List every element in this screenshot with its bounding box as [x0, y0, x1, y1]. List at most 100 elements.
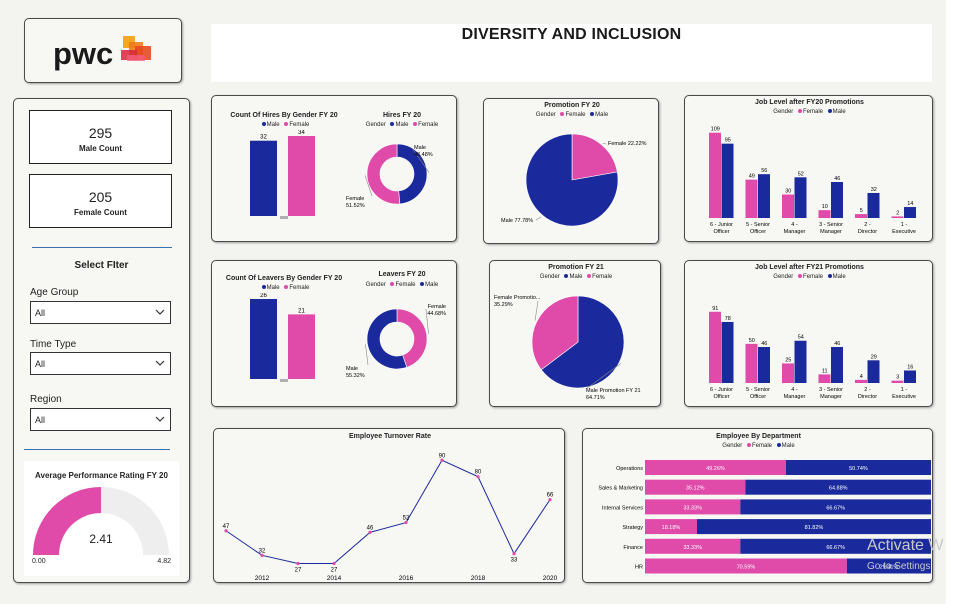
- segment-male: [696, 519, 931, 535]
- bar-data-label: 46: [834, 341, 840, 347]
- divider: [24, 449, 170, 450]
- dept-legend: Gender Female Male: [583, 443, 934, 449]
- segment-label: 33.33%: [683, 505, 702, 511]
- job20-title: Job Level after FY20 Promotions: [755, 99, 864, 106]
- gauge-title: Average Performance Rating FY 20: [35, 471, 168, 480]
- segment-label: 33.33%: [683, 545, 702, 551]
- slice-label: Male Promotion FY 21: [586, 388, 641, 394]
- slice-female: [571, 133, 618, 181]
- legend-male-label: Male: [569, 274, 583, 280]
- category-label: Director: [858, 394, 877, 400]
- filter-title: Select FIter: [74, 260, 129, 271]
- bar-data-label: 14: [907, 201, 913, 207]
- scroll-handle: [280, 216, 288, 219]
- category-label: Manager: [820, 229, 842, 235]
- point-label: 90: [439, 453, 446, 459]
- leader-line: [425, 308, 429, 334]
- dept-title: Employee By Department: [716, 433, 801, 440]
- bar-male: [794, 177, 807, 218]
- segment-male: [740, 538, 931, 554]
- category-label: Officer: [750, 394, 766, 400]
- dept-stacked-bar-chart: Operations 49.26% 50.74% Sales & Marketing 3…: [598, 460, 931, 574]
- bar-data-label: 10: [822, 204, 828, 210]
- slice-label: 64.71%: [586, 395, 605, 401]
- leader-line: [365, 344, 369, 366]
- activation-watermark: Activate W: [867, 537, 944, 554]
- legend-gender-label: Gender: [539, 274, 560, 280]
- data-point: [260, 553, 264, 557]
- slice-male: [525, 133, 619, 227]
- x-tick-label: 2012: [255, 575, 270, 582]
- bar-female: [709, 132, 721, 218]
- time-type-select[interactable]: All: [30, 352, 171, 375]
- slice-label: Male 77.78%: [501, 218, 533, 224]
- segment-label: 50.74%: [849, 466, 868, 472]
- segment-female: [645, 538, 741, 554]
- category-label: 3 - Senior: [819, 222, 843, 228]
- leader-line: [535, 216, 542, 221]
- bar-male: [794, 340, 807, 383]
- logo-text: pwc: [53, 36, 113, 71]
- leavers-card: Count Of Leavers By Gender FY 20 Male Fe…: [211, 260, 457, 407]
- point-label: 46: [367, 525, 374, 531]
- segment-label: 66.67%: [826, 545, 845, 551]
- region-value: All: [35, 415, 46, 425]
- segment-female: [645, 460, 786, 475]
- bar-male: [721, 143, 734, 218]
- legend-male-label: Male: [781, 443, 795, 449]
- point-label: 33: [511, 558, 518, 564]
- logo-card: pwc: [24, 18, 182, 83]
- legend-male-label: Male: [266, 122, 280, 128]
- hires-bar-chart: 32 34: [250, 130, 315, 219]
- point-label: 52: [403, 516, 410, 522]
- segment-female: [645, 558, 847, 574]
- department-label: HR: [635, 565, 643, 571]
- legend-female-label: Female: [751, 443, 772, 449]
- data-point: [368, 530, 372, 534]
- bar-male: [867, 360, 880, 383]
- legend-gender-label: Gender: [722, 443, 743, 449]
- data-point: [512, 552, 516, 556]
- divider: [32, 247, 172, 248]
- leader-line: [602, 142, 607, 145]
- bar-data-label: 56: [761, 168, 767, 174]
- hires-card: Count Of Hires By Gender FY 20 Male Fema…: [211, 95, 457, 242]
- segment-male: [785, 460, 931, 475]
- point-label: 66: [547, 493, 554, 499]
- job-level-fy20-card: Job Level after FY20 Promotions Gender F…: [684, 95, 933, 242]
- legend-female-label: Female: [418, 122, 439, 128]
- time-type-label: Time Type: [30, 339, 77, 350]
- slice-label: 48.48%: [414, 152, 433, 158]
- bar-data-label: 95: [725, 138, 731, 144]
- bar-data-label: 32: [871, 187, 877, 193]
- department-label: Operations: [616, 466, 643, 472]
- legend-female-label: Female: [592, 274, 613, 280]
- legend-gender-label: Gender: [365, 122, 386, 128]
- legend-gender-label: Gender: [773, 274, 794, 280]
- bar-data-label: 54: [798, 335, 804, 341]
- legend-female-label: Female: [802, 274, 823, 280]
- legend-female-dot: [284, 122, 289, 127]
- promotion-fy20-card: Promotion FY 20 Gender Female Male Femal…: [483, 98, 659, 244]
- segment-male: [740, 499, 931, 515]
- region-select[interactable]: All: [30, 408, 171, 431]
- job21-legend: Gender Female Male: [685, 274, 934, 280]
- category-label: 1 -: [901, 387, 908, 393]
- leavers-bar-title: Count Of Leavers By Gender FY 20: [225, 275, 343, 282]
- age-group-select[interactable]: All: [30, 301, 171, 324]
- bar-data-label: 2: [896, 210, 899, 216]
- category-label: 1 -: [901, 222, 908, 228]
- female-count-label: Female Count: [74, 208, 127, 217]
- department-label: Finance: [623, 545, 643, 551]
- leader-line: [585, 363, 622, 390]
- promo21-legend: Gender Male Female: [490, 274, 662, 280]
- bar-data-label: 46: [834, 176, 840, 182]
- legend-male-label: Male: [266, 285, 280, 291]
- slice-label: Female 22.22%: [608, 141, 647, 147]
- legend-gender-label: Gender: [365, 282, 386, 288]
- category-label: Manager: [784, 229, 806, 235]
- chevron-down-icon: [155, 416, 165, 422]
- slice-label: 35.29%: [494, 302, 513, 308]
- x-tick-label: 2020: [543, 575, 558, 582]
- bar-female: [288, 314, 315, 379]
